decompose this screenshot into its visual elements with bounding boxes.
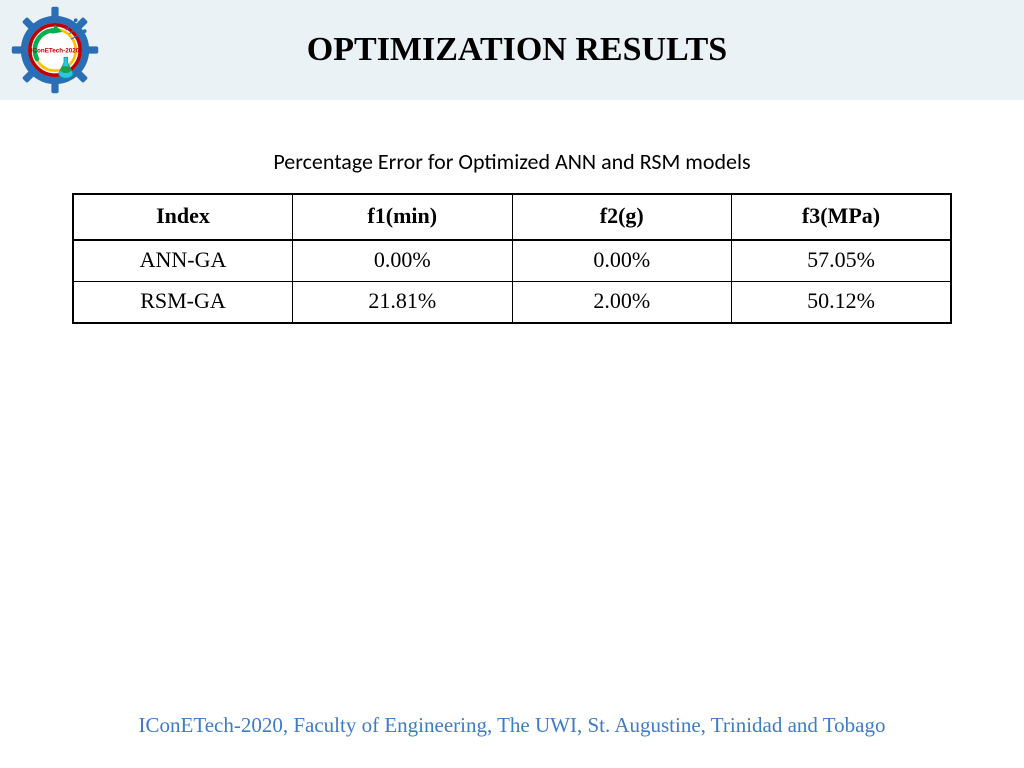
cell-f1: 21.81%: [293, 282, 513, 324]
cell-index: RSM-GA: [73, 282, 293, 324]
page-title: OPTIMIZATION RESULTS: [100, 31, 1024, 69]
col-header-f2: f2(g): [512, 194, 732, 240]
cell-f1: 0.00%: [293, 240, 513, 282]
cell-f2: 2.00%: [512, 282, 732, 324]
cell-f2: 0.00%: [512, 240, 732, 282]
conference-logo-icon: IConETech-2020: [10, 5, 100, 95]
header-bar: IConETech-2020 OPTIMIZATION RESULTS: [0, 0, 1024, 100]
col-header-f1: f1(min): [293, 194, 513, 240]
svg-text:IConETech-2020: IConETech-2020: [31, 48, 80, 55]
cell-f3: 57.05%: [732, 240, 952, 282]
table-header-row: Index f1(min) f2(g) f3(MPa): [73, 194, 951, 240]
col-header-index: Index: [73, 194, 293, 240]
table-caption: Percentage Error for Optimized ANN and R…: [0, 148, 1024, 175]
footer-text: IConETech-2020, Faculty of Engineering, …: [0, 713, 1024, 738]
results-table-container: Index f1(min) f2(g) f3(MPa) ANN-GA 0.00%…: [72, 193, 952, 324]
table-row: ANN-GA 0.00% 0.00% 57.05%: [73, 240, 951, 282]
table-row: RSM-GA 21.81% 2.00% 50.12%: [73, 282, 951, 324]
cell-f3: 50.12%: [732, 282, 952, 324]
cell-index: ANN-GA: [73, 240, 293, 282]
results-table: Index f1(min) f2(g) f3(MPa) ANN-GA 0.00%…: [72, 193, 952, 324]
col-header-f3: f3(MPa): [732, 194, 952, 240]
